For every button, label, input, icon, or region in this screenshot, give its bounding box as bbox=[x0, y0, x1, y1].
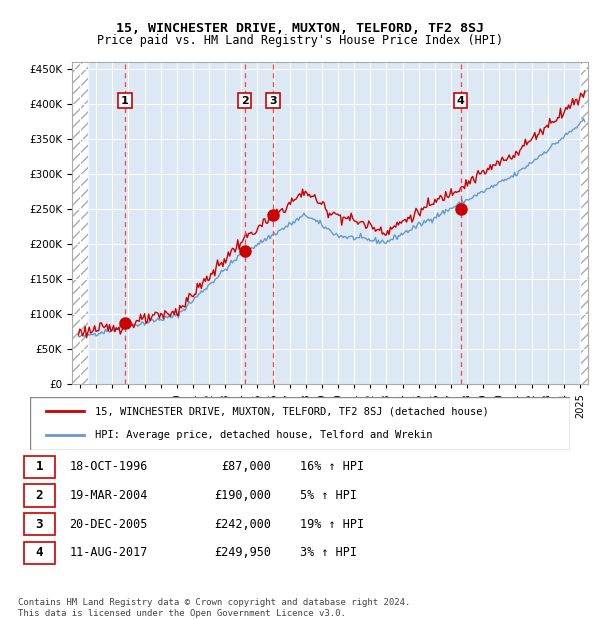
Text: 4: 4 bbox=[457, 95, 465, 105]
Bar bbox=[72, 62, 88, 384]
Text: £87,000: £87,000 bbox=[221, 461, 271, 474]
Bar bbox=[72, 62, 88, 384]
Text: 3: 3 bbox=[35, 518, 43, 531]
Text: 2: 2 bbox=[35, 489, 43, 502]
Text: 11-AUG-2017: 11-AUG-2017 bbox=[70, 546, 148, 559]
Text: 19-MAR-2004: 19-MAR-2004 bbox=[70, 489, 148, 502]
Text: 1: 1 bbox=[35, 461, 43, 474]
Text: 15, WINCHESTER DRIVE, MUXTON, TELFORD, TF2 8SJ: 15, WINCHESTER DRIVE, MUXTON, TELFORD, T… bbox=[116, 22, 484, 35]
FancyBboxPatch shape bbox=[23, 484, 55, 507]
Text: Price paid vs. HM Land Registry's House Price Index (HPI): Price paid vs. HM Land Registry's House … bbox=[97, 34, 503, 47]
Text: 5% ↑ HPI: 5% ↑ HPI bbox=[300, 489, 357, 502]
FancyBboxPatch shape bbox=[23, 513, 55, 535]
Text: 1: 1 bbox=[121, 95, 129, 105]
Bar bbox=[580, 62, 588, 384]
Text: 16% ↑ HPI: 16% ↑ HPI bbox=[300, 461, 364, 474]
Text: 20-DEC-2005: 20-DEC-2005 bbox=[70, 518, 148, 531]
Bar bbox=[580, 62, 588, 384]
Text: Contains HM Land Registry data © Crown copyright and database right 2024.
This d: Contains HM Land Registry data © Crown c… bbox=[18, 598, 410, 618]
Text: 2: 2 bbox=[241, 95, 248, 105]
Text: 3: 3 bbox=[269, 95, 277, 105]
Text: 15, WINCHESTER DRIVE, MUXTON, TELFORD, TF2 8SJ (detached house): 15, WINCHESTER DRIVE, MUXTON, TELFORD, T… bbox=[95, 406, 488, 416]
Text: 4: 4 bbox=[35, 546, 43, 559]
Text: HPI: Average price, detached house, Telford and Wrekin: HPI: Average price, detached house, Telf… bbox=[95, 430, 432, 440]
Text: 19% ↑ HPI: 19% ↑ HPI bbox=[300, 518, 364, 531]
FancyBboxPatch shape bbox=[23, 542, 55, 564]
Text: 3% ↑ HPI: 3% ↑ HPI bbox=[300, 546, 357, 559]
Text: £190,000: £190,000 bbox=[214, 489, 271, 502]
FancyBboxPatch shape bbox=[30, 397, 570, 450]
Text: 18-OCT-1996: 18-OCT-1996 bbox=[70, 461, 148, 474]
Text: £242,000: £242,000 bbox=[214, 518, 271, 531]
Text: £249,950: £249,950 bbox=[214, 546, 271, 559]
FancyBboxPatch shape bbox=[23, 456, 55, 478]
